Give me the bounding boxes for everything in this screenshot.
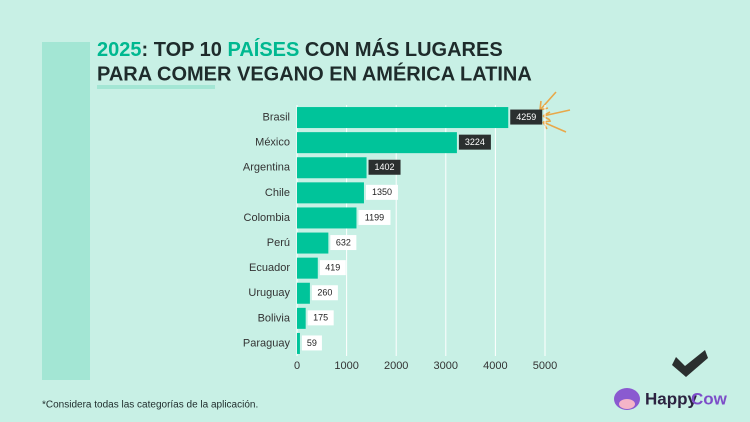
y-tick-label: Brasil — [262, 111, 290, 123]
x-tick-label: 4000 — [483, 360, 507, 372]
y-tick-label: Ecuador — [249, 262, 290, 274]
bar — [297, 107, 509, 129]
bar — [297, 257, 318, 279]
value-label: 419 — [325, 263, 340, 273]
x-tick-label: 3000 — [434, 360, 458, 372]
title-part: 2025 — [97, 39, 142, 61]
x-tick-label: 0 — [294, 360, 300, 372]
y-tick-label: Argentina — [243, 162, 291, 174]
value-label-box — [330, 235, 357, 251]
chart-title-line2: PARA COMER VEGANO EN AMÉRICA LATINA — [97, 62, 532, 85]
y-tick-label: México — [255, 137, 290, 149]
value-label: 632 — [336, 237, 351, 247]
arrows — [539, 91, 571, 133]
logo-text: Cow — [691, 389, 728, 408]
value-label-box — [368, 159, 401, 175]
bar — [297, 307, 306, 329]
bar — [297, 157, 367, 179]
value-label-box — [307, 310, 334, 326]
value-label-box — [358, 209, 391, 225]
y-tick-label: Paraguay — [243, 337, 291, 349]
logo-snout — [619, 399, 635, 409]
y-tick-label: Colombia — [244, 212, 291, 224]
title-underline — [97, 85, 215, 89]
value-label-box — [365, 184, 398, 200]
bar — [297, 282, 310, 304]
x-tick-label: 1000 — [334, 360, 358, 372]
bar — [297, 332, 300, 354]
value-label: 4259 — [516, 112, 536, 122]
footnote: *Considera todas las categorías de la ap… — [42, 400, 258, 411]
value-label-box — [311, 285, 338, 301]
logo-text: Happy — [645, 389, 698, 408]
y-tick-label: Uruguay — [248, 287, 290, 299]
value-label-box — [319, 260, 346, 276]
value-label: 59 — [307, 338, 317, 348]
logo: Happy Cow — [614, 388, 728, 410]
bar — [297, 232, 329, 254]
chart-title: 2025: TOP 10 PAÍSES CON MÁS LUGARES — [97, 38, 503, 61]
value-label: 1402 — [375, 162, 395, 172]
y-tick-label: Bolivia — [258, 312, 291, 324]
bar — [297, 207, 357, 229]
value-label-box — [510, 109, 543, 125]
value-label: 3224 — [465, 137, 485, 147]
value-label: 260 — [317, 288, 332, 298]
value-label-box — [458, 134, 491, 150]
title-part: : TOP 10 — [142, 39, 228, 61]
decor-bar — [42, 42, 90, 380]
y-tick-label: Chile — [265, 187, 290, 199]
bar — [297, 182, 364, 204]
value-label: 175 — [313, 313, 328, 323]
value-label-box — [301, 335, 322, 351]
value-label: 1350 — [372, 187, 392, 197]
y-tick-label: Perú — [267, 237, 290, 249]
title-part: CON MÁS LUGARES — [299, 38, 502, 61]
value-label: 1199 — [365, 212, 384, 222]
x-tick-label: 2000 — [384, 360, 408, 372]
check-icon — [672, 350, 708, 377]
x-tick-label: 5000 — [533, 360, 557, 372]
title-part: PAÍSES — [227, 38, 299, 61]
bar — [297, 132, 457, 154]
